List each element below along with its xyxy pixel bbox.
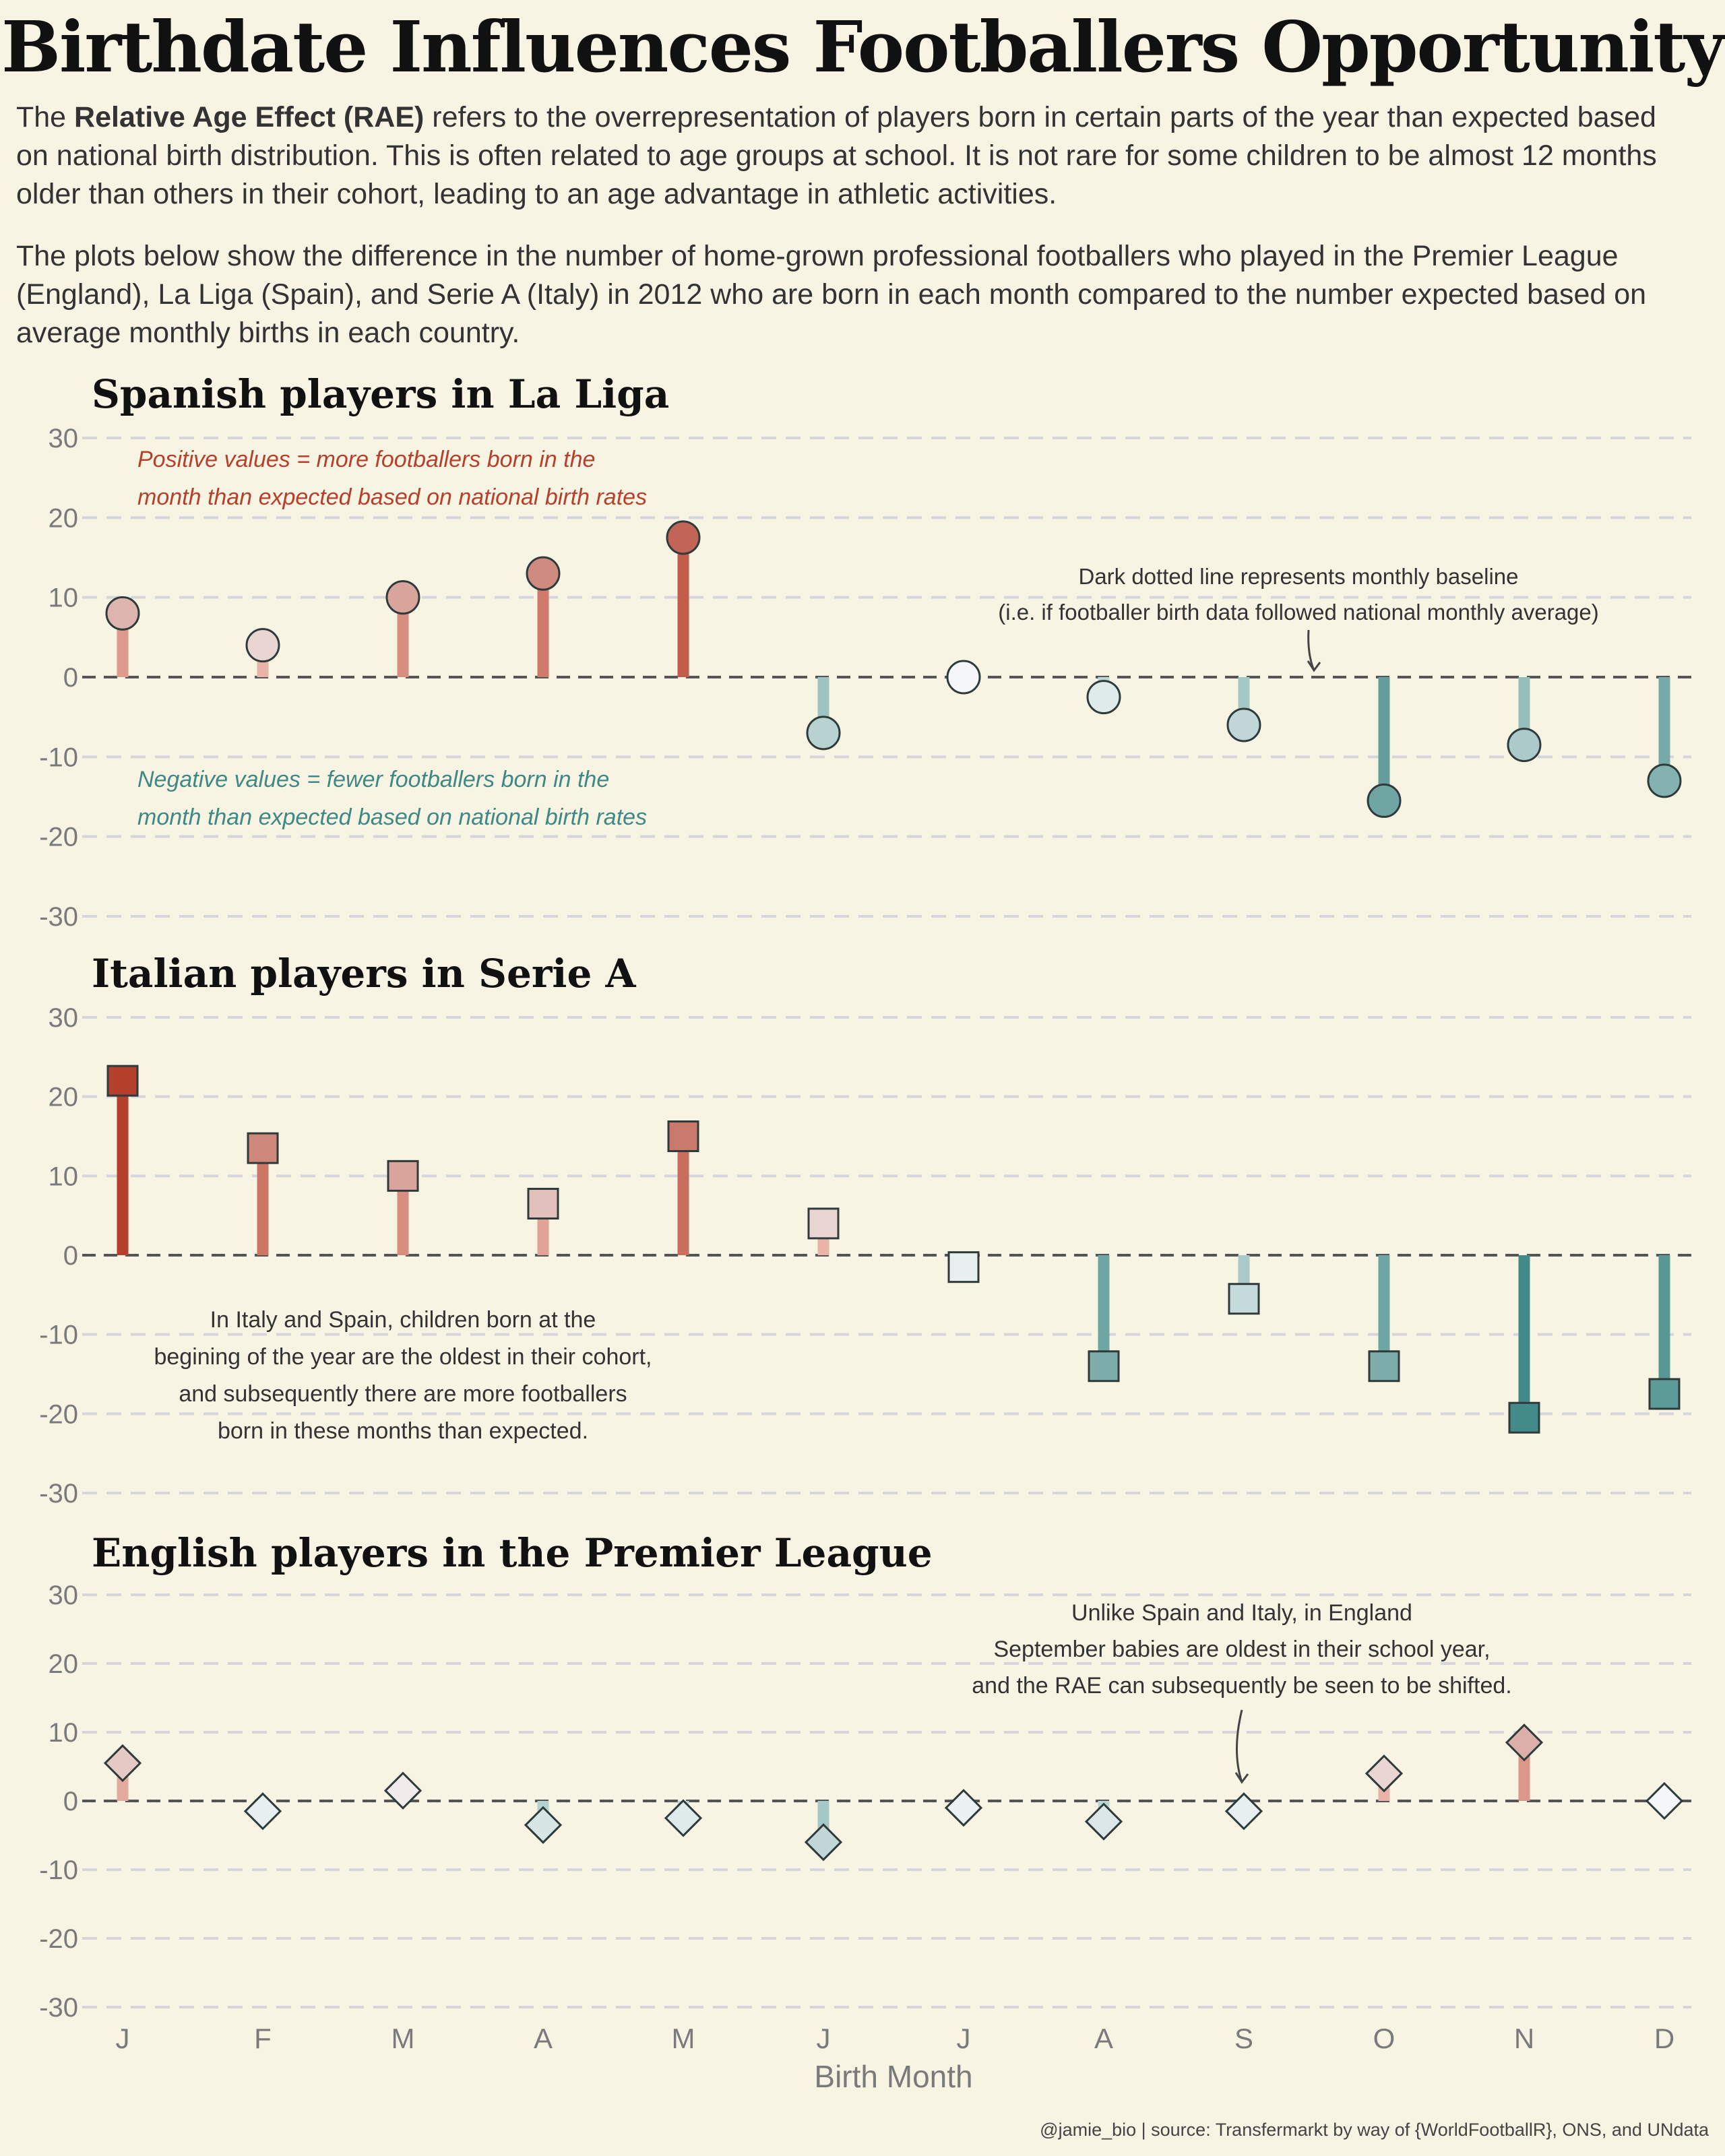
x-tick-label: O [1373, 2023, 1395, 2054]
data-point [106, 1065, 139, 1097]
y-tick-label: 30 [49, 1581, 79, 1610]
data-point [1645, 1781, 1684, 1820]
chart-title: English players in the Premier League [92, 1530, 933, 1576]
x-tick-label: M [391, 2023, 415, 2054]
y-tick-label: 30 [49, 1003, 79, 1033]
x-tick-label: J [957, 2023, 971, 2054]
page-title: Birthdate Influences Footballers Opportu… [1, 5, 1725, 88]
y-tick-label: -10 [39, 1321, 78, 1350]
y-tick-label: 20 [49, 1083, 79, 1112]
intro-text-after: refers to the overrepresentation of play… [16, 101, 1657, 210]
data-point [804, 1823, 843, 1862]
y-tick-label: -30 [39, 902, 78, 932]
data-point [385, 580, 420, 615]
y-tick-label: -10 [39, 742, 78, 772]
y-tick-label: 10 [49, 1162, 79, 1191]
y-tick-label: -10 [39, 1856, 78, 1885]
data-point [247, 1132, 279, 1164]
y-tick-label: -20 [39, 823, 78, 852]
data-point [946, 660, 981, 695]
data-point [1505, 1723, 1544, 1762]
data-point [1228, 1283, 1260, 1315]
data-point [1088, 1350, 1120, 1383]
annotation: Negative values = fewer footballers born… [137, 767, 647, 830]
data-point [245, 628, 280, 663]
data-point [383, 1771, 422, 1810]
data-point [524, 1806, 563, 1844]
y-tick-label: -30 [39, 1479, 78, 1509]
data-point [105, 596, 140, 631]
chart-title: Italian players in Serie A [92, 951, 637, 996]
data-point [387, 1160, 419, 1192]
y-tick-label: -20 [39, 1924, 78, 1954]
data-point [1507, 728, 1542, 763]
y-tick-label: 0 [63, 1241, 78, 1271]
x-tick-label: M [672, 2023, 695, 2054]
intro-paragraph-2: The plots below show the difference in t… [16, 240, 1647, 349]
annotation-arrow [1236, 1709, 1243, 1783]
data-point [664, 1799, 703, 1837]
data-point [947, 1251, 980, 1283]
data-point [1648, 1378, 1681, 1410]
annotation: Dark dotted line represents monthly base… [998, 564, 1599, 625]
x-tick-label: J [817, 2023, 831, 2054]
data-point [1224, 1792, 1263, 1831]
data-point [103, 1744, 142, 1783]
annotation: Positive values = more footballers born … [137, 447, 647, 510]
data-point [1086, 680, 1121, 715]
x-axis-label: Birth Month [814, 2059, 972, 2094]
y-tick-label: 10 [49, 1718, 79, 1748]
source-credit: @jamie_bio | source: Transfermarkt by wa… [1040, 2120, 1709, 2140]
y-tick-label: 20 [49, 503, 79, 533]
intro-text-before: The [16, 101, 75, 133]
chart-title: Spanish players in La Liga [92, 371, 669, 417]
data-point [1365, 1754, 1404, 1793]
data-point [944, 1789, 983, 1827]
y-tick-label: 0 [63, 663, 78, 693]
y-tick-label: 0 [63, 1787, 78, 1816]
data-point [1226, 707, 1261, 742]
y-tick-label: 30 [49, 424, 79, 453]
y-tick-label: -30 [39, 1993, 78, 2023]
chart-2: Italian players in Serie A 30 20 10 0 -10 -20 -… [39, 951, 1691, 1509]
y-tick-label: -20 [39, 1399, 78, 1429]
data-point [1368, 1350, 1400, 1383]
data-point [1647, 763, 1682, 798]
data-point [1367, 783, 1402, 818]
intro-bold-term: Relative Age Effect (RAE) [74, 101, 425, 133]
y-tick-label: 20 [49, 1649, 79, 1679]
data-point [1508, 1401, 1540, 1434]
annotation: In Italy and Spain, children born at the… [154, 1307, 652, 1444]
x-tick-label: S [1234, 2023, 1253, 2054]
x-tick-label: F [254, 2023, 272, 2054]
data-point [526, 556, 561, 591]
chart-1: Spanish players in La Liga 30 20 10 0 -10 -20 -… [39, 371, 1691, 932]
annotation: Unlike Spain and Italy, in England Septem… [972, 1600, 1511, 1699]
data-point [807, 1207, 840, 1240]
data-point [527, 1188, 559, 1220]
data-point [1084, 1802, 1123, 1841]
x-tick-label: D [1654, 2023, 1674, 2054]
data-point [806, 716, 841, 751]
arrow-head [1234, 1772, 1249, 1784]
x-tick-label: N [1514, 2023, 1534, 2054]
arrow-head [1307, 660, 1321, 672]
intro-paragraph-1: The Relative Age Effect (RAE) refers to … [16, 98, 1687, 214]
y-tick-label: 10 [49, 583, 79, 613]
data-point [243, 1792, 282, 1831]
x-tick-label: A [1094, 2023, 1113, 2054]
x-tick-label: J [116, 2023, 130, 2054]
data-point [666, 520, 701, 555]
data-point [667, 1120, 699, 1152]
chart-3: English players in the Premier League 30 2… [39, 1530, 1691, 2094]
x-tick-label: A [534, 2023, 553, 2054]
